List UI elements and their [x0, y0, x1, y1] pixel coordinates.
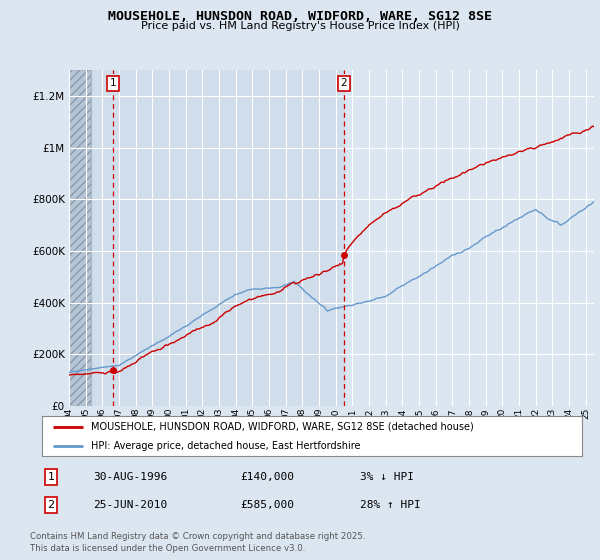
Text: 2: 2	[340, 78, 347, 88]
Bar	[69, 70, 344, 406]
Text: 1: 1	[47, 472, 55, 482]
Text: This data is licensed under the Open Government Licence v3.0.: This data is licensed under the Open Gov…	[30, 544, 305, 553]
Text: £140,000: £140,000	[240, 472, 294, 482]
Text: £585,000: £585,000	[240, 500, 294, 510]
Text: 28% ↑ HPI: 28% ↑ HPI	[360, 500, 421, 510]
Text: Contains HM Land Registry data © Crown copyright and database right 2025.: Contains HM Land Registry data © Crown c…	[30, 532, 365, 541]
Text: 3% ↓ HPI: 3% ↓ HPI	[360, 472, 414, 482]
Text: Price paid vs. HM Land Registry's House Price Index (HPI): Price paid vs. HM Land Registry's House …	[140, 21, 460, 31]
Text: 25-JUN-2010: 25-JUN-2010	[93, 500, 167, 510]
Bar	[69, 70, 91, 406]
Text: 2: 2	[47, 500, 55, 510]
Text: 30-AUG-1996: 30-AUG-1996	[93, 472, 167, 482]
Text: MOUSEHOLE, HUNSDON ROAD, WIDFORD, WARE, SG12 8SE (detached house): MOUSEHOLE, HUNSDON ROAD, WIDFORD, WARE, …	[91, 422, 473, 432]
Text: HPI: Average price, detached house, East Hertfordshire: HPI: Average price, detached house, East…	[91, 441, 360, 450]
Text: MOUSEHOLE, HUNSDON ROAD, WIDFORD, WARE, SG12 8SE: MOUSEHOLE, HUNSDON ROAD, WIDFORD, WARE, …	[108, 10, 492, 22]
Bar	[69, 70, 91, 406]
Text: 1: 1	[110, 78, 116, 88]
